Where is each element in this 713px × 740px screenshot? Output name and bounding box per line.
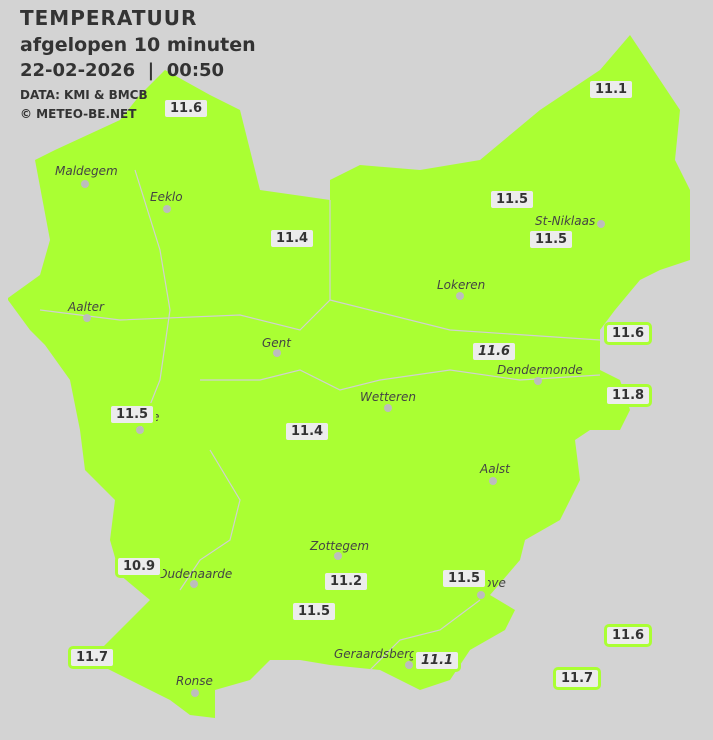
town-dot — [190, 580, 198, 588]
town-label: Ronse — [176, 674, 213, 688]
town-dot — [334, 552, 342, 560]
town-label: Eeklo — [150, 190, 183, 204]
map-subtitle: afgelopen 10 minuten — [20, 34, 256, 56]
town-dot — [136, 426, 144, 434]
copyright: © METEO-BE.NET — [20, 107, 137, 121]
town-dot — [81, 180, 89, 188]
temperature-label: 11.6 — [604, 322, 653, 345]
data-source: DATA: KMI & BMCB — [20, 88, 148, 102]
town-label: Zottegem — [310, 539, 370, 553]
town-dot — [191, 689, 199, 697]
temperature-label: 11.7 — [553, 667, 602, 690]
town-label: Lokeren — [437, 278, 486, 292]
town-label: Oudenaarde — [158, 567, 233, 581]
temperature-label: 11.5 — [527, 228, 576, 251]
town-dot — [477, 591, 485, 599]
temperature-label: 11.6 — [162, 97, 211, 120]
temperature-label: 11.2 — [322, 570, 371, 593]
town-label: ove — [484, 576, 506, 590]
borders — [39, 169, 601, 671]
town-label: Gent — [262, 336, 291, 350]
town-dot — [163, 205, 171, 213]
town-dot — [597, 220, 605, 228]
map-datetime: 22-02-2026 | 00:50 — [20, 60, 225, 81]
temperature-label: 11.6 — [470, 340, 519, 363]
town-dot — [534, 377, 542, 385]
temperature-label: 11.8 — [604, 384, 653, 407]
town-dot — [83, 314, 91, 322]
temperature-label: 11.5 — [488, 188, 537, 211]
town-label: St-Niklaas — [535, 214, 596, 228]
town-dot — [405, 661, 413, 669]
town-label: Wetteren — [360, 390, 416, 404]
temperature-label: 11.5 — [440, 567, 489, 590]
town-label: Aalter — [68, 300, 104, 314]
temperature-label: 11.7 — [68, 646, 117, 669]
town-label: Dendermonde — [497, 363, 583, 377]
temperature-label: 11.4 — [283, 420, 332, 443]
town-dot — [273, 349, 281, 357]
map-title: TEMPERATUUR — [20, 6, 198, 30]
temperature-label: 11.1 — [413, 649, 462, 672]
temperature-label: 11.6 — [604, 624, 653, 647]
temperature-label: 11.1 — [587, 78, 636, 101]
temperature-label: 11.5 — [108, 403, 157, 426]
temperature-label: 10.9 — [115, 555, 164, 578]
temperature-label: 11.5 — [290, 600, 339, 623]
town-label: Maldegem — [55, 164, 118, 178]
town-dot — [489, 477, 497, 485]
town-dot — [384, 404, 392, 412]
province-shape — [8, 35, 690, 718]
town-dot — [456, 292, 464, 300]
town-label: Geraardsbergen — [334, 647, 432, 661]
town-label: Aalst — [480, 462, 510, 476]
temperature-label: 11.4 — [268, 227, 317, 250]
